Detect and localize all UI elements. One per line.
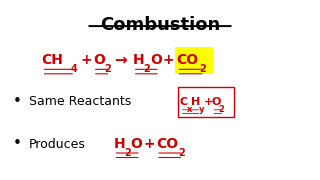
Text: 4: 4 — [71, 64, 78, 74]
Text: H: H — [114, 137, 125, 151]
Text: y: y — [199, 105, 204, 114]
Text: +: + — [204, 97, 213, 107]
Text: 2: 2 — [199, 64, 206, 74]
Text: CO: CO — [177, 53, 199, 67]
Text: →: → — [115, 53, 127, 68]
Text: 2: 2 — [124, 148, 131, 158]
Text: O: O — [131, 137, 142, 151]
Text: O: O — [93, 53, 105, 67]
Text: H: H — [191, 97, 200, 107]
Text: 2: 2 — [218, 105, 224, 114]
Text: 2: 2 — [104, 64, 111, 74]
Text: H: H — [133, 53, 144, 67]
Text: CO: CO — [156, 137, 178, 151]
Text: +: + — [81, 53, 92, 67]
Text: Produces: Produces — [29, 138, 86, 150]
Text: x: x — [187, 105, 192, 114]
FancyBboxPatch shape — [175, 47, 213, 74]
Text: Combustion: Combustion — [100, 16, 220, 34]
Text: C: C — [180, 97, 188, 107]
Text: •: • — [13, 94, 22, 109]
Text: O: O — [150, 53, 162, 67]
Text: CH: CH — [42, 53, 63, 67]
Text: 2: 2 — [143, 64, 150, 74]
Text: O: O — [211, 97, 220, 107]
Text: •: • — [13, 136, 22, 152]
Text: Same Reactants: Same Reactants — [29, 95, 131, 108]
Text: 2: 2 — [179, 148, 185, 158]
Text: +: + — [163, 53, 174, 67]
Text: +: + — [143, 137, 155, 151]
